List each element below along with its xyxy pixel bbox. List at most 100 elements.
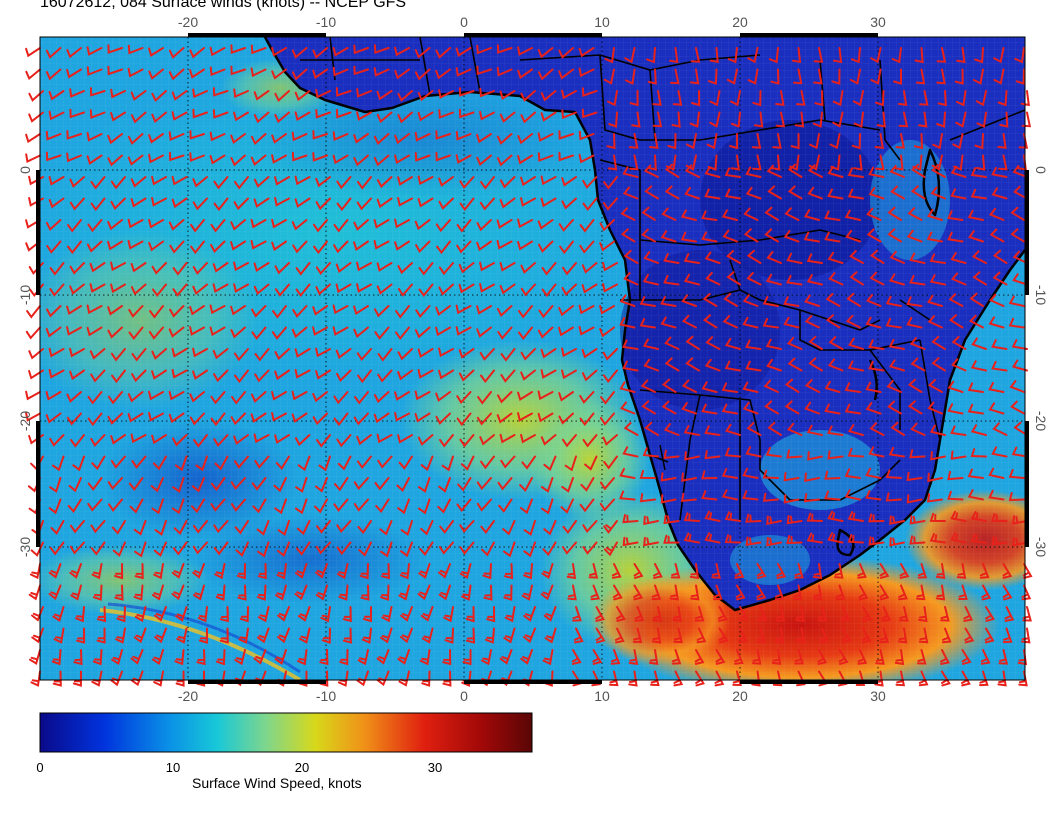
wind-barb — [312, 47, 328, 59]
wind-barb — [502, 520, 516, 536]
wind-barb — [337, 563, 349, 580]
wind-barb — [277, 541, 290, 558]
wind-barb — [133, 584, 144, 601]
wind-barb — [890, 185, 905, 200]
wind-barb — [619, 381, 636, 393]
wind-barb — [45, 68, 62, 81]
wind-barb — [520, 649, 533, 665]
wind-barb — [190, 240, 205, 255]
wind-barb — [107, 477, 123, 491]
wind-barb — [783, 296, 800, 307]
wind-barb — [48, 584, 62, 601]
wind-barb — [397, 283, 413, 297]
wind-barb — [631, 111, 641, 128]
wind-barb — [152, 455, 167, 471]
wind-barb — [603, 455, 618, 470]
wind-barb — [950, 272, 967, 286]
wind-barb — [356, 261, 372, 272]
wind-barb — [110, 111, 126, 122]
wind-barb — [947, 470, 964, 481]
wind-barb — [332, 304, 349, 315]
wind-barb — [353, 65, 369, 76]
wind-barb — [456, 391, 472, 405]
wind-barb — [312, 326, 328, 336]
wind-barb — [941, 627, 952, 644]
wind-barb — [250, 67, 267, 78]
lat-right-label: -20 — [1033, 411, 1049, 431]
wind-barb — [30, 541, 44, 557]
wind-barb — [295, 283, 311, 298]
wind-barb — [380, 627, 393, 644]
wind-barb — [704, 532, 721, 544]
wind-barb — [336, 541, 352, 556]
wind-barb — [420, 520, 434, 536]
wind-barb — [153, 563, 164, 580]
wind-barb — [465, 606, 475, 623]
wind-barb — [150, 477, 164, 493]
wind-barb — [230, 44, 246, 54]
wind-barb — [827, 165, 844, 178]
wind-barb — [663, 274, 680, 286]
wind-barb — [683, 424, 700, 436]
wind-barb — [86, 154, 103, 165]
wind-barb — [701, 210, 718, 221]
wind-barb — [210, 477, 226, 492]
wind-barb — [931, 335, 946, 350]
wind-barb — [762, 317, 779, 329]
wind-barb — [499, 197, 516, 209]
wind-barb — [334, 477, 349, 492]
wind-barb — [1012, 165, 1028, 178]
wind-barb — [86, 66, 103, 76]
wind-barb — [477, 391, 492, 405]
wind-barb — [485, 627, 495, 644]
wind-barb — [148, 47, 164, 57]
wind-barb — [86, 46, 103, 56]
wind-barb — [192, 108, 208, 119]
wind-barb — [254, 348, 270, 362]
wind-barb — [312, 412, 328, 426]
wind-barb — [958, 584, 968, 600]
wind-barb — [661, 400, 677, 415]
wind-barb — [561, 89, 577, 100]
wind-barb — [721, 468, 738, 479]
lon-bottom-label: -20 — [178, 688, 198, 704]
wind-barb — [518, 305, 533, 319]
wind-barb — [455, 47, 472, 57]
wind-barb — [991, 166, 1008, 178]
wind-barb — [148, 326, 164, 340]
wind-barb — [28, 348, 44, 360]
wind-barb — [807, 451, 823, 461]
wind-barb — [250, 44, 267, 55]
wind-barb — [192, 197, 208, 211]
wind-barb — [438, 563, 451, 579]
wind-barb — [133, 520, 147, 536]
wind-barb — [277, 520, 290, 536]
wind-barb — [540, 175, 557, 186]
wind-barb — [889, 250, 905, 264]
wind-barb — [660, 296, 677, 307]
wind-barb — [609, 670, 619, 687]
wind-barb — [685, 357, 700, 372]
wind-barb — [271, 47, 287, 57]
wind-barb — [709, 90, 721, 107]
wind-barb — [312, 391, 328, 403]
wind-barb — [380, 584, 390, 601]
wind-barb — [599, 326, 615, 338]
wind-barb — [353, 498, 369, 512]
wind-barb — [482, 563, 492, 580]
wind-barb — [193, 520, 208, 534]
wind-barb — [171, 584, 185, 601]
wind-barb — [817, 649, 828, 665]
wind-barb — [53, 627, 65, 644]
wind-barb — [69, 197, 85, 211]
wind-barb — [486, 606, 496, 623]
wind-barb — [189, 68, 205, 79]
wind-barb — [865, 467, 882, 479]
wind-barb — [646, 47, 656, 64]
wind-barb — [562, 520, 577, 535]
wind-barb — [107, 326, 123, 339]
wind-barb — [847, 360, 864, 372]
wind-barb — [561, 347, 577, 358]
wind-barb — [274, 434, 290, 444]
wind-barb — [931, 164, 946, 178]
